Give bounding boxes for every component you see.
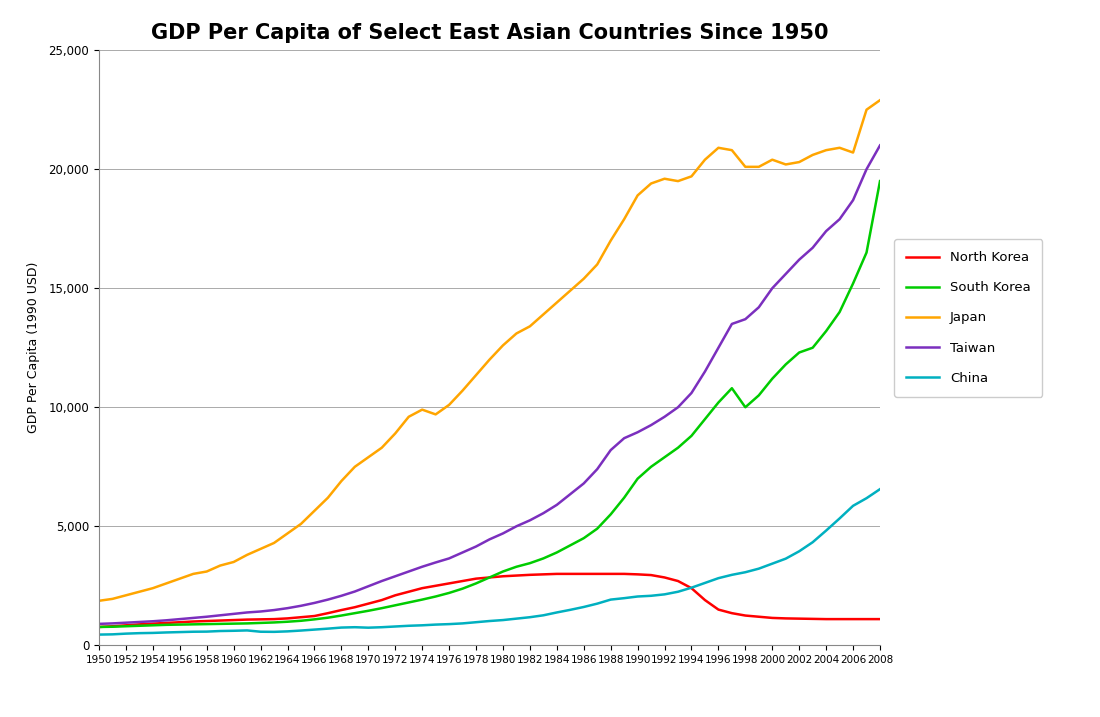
North Korea xyxy=(295,613,308,622)
South Korea xyxy=(213,619,227,628)
Japan xyxy=(496,341,509,350)
Taiwan xyxy=(873,141,887,150)
South Korea xyxy=(92,622,106,631)
China xyxy=(295,626,308,635)
North Korea xyxy=(119,621,132,630)
Line: Japan: Japan xyxy=(99,100,880,601)
South Korea xyxy=(173,620,186,629)
North Korea xyxy=(92,622,106,631)
North Korea xyxy=(671,576,684,585)
Line: China: China xyxy=(99,489,880,635)
Line: Taiwan: Taiwan xyxy=(99,146,880,624)
North Korea xyxy=(173,618,186,627)
Japan xyxy=(873,96,887,105)
Taiwan xyxy=(92,619,106,628)
Taiwan xyxy=(295,602,308,610)
China xyxy=(496,616,509,625)
Taiwan xyxy=(173,614,186,623)
China xyxy=(119,630,132,638)
North Korea xyxy=(496,572,509,581)
North Korea xyxy=(213,616,227,625)
Taiwan xyxy=(496,529,509,538)
Taiwan xyxy=(213,611,227,619)
China xyxy=(92,630,106,639)
South Korea xyxy=(119,622,132,630)
Taiwan xyxy=(119,618,132,627)
Legend: North Korea, South Korea, Japan, Taiwan, China: North Korea, South Korea, Japan, Taiwan,… xyxy=(894,239,1043,397)
China xyxy=(873,485,887,493)
Japan xyxy=(173,574,186,583)
Title: GDP Per Capita of Select East Asian Countries Since 1950: GDP Per Capita of Select East Asian Coun… xyxy=(151,23,828,43)
Line: South Korea: South Korea xyxy=(99,181,880,627)
South Korea xyxy=(658,453,671,462)
North Korea xyxy=(873,614,887,623)
Japan xyxy=(119,591,132,599)
Line: North Korea: North Korea xyxy=(99,574,880,627)
Japan xyxy=(658,174,671,183)
China xyxy=(173,628,186,637)
Japan xyxy=(295,520,308,528)
China xyxy=(213,627,227,635)
South Korea xyxy=(295,617,308,625)
South Korea xyxy=(873,177,887,186)
Y-axis label: GDP Per Capita (1990 USD): GDP Per Capita (1990 USD) xyxy=(28,262,41,434)
South Korea xyxy=(496,567,509,576)
China xyxy=(658,590,671,599)
Taiwan xyxy=(658,412,671,421)
Japan xyxy=(213,561,227,570)
Japan xyxy=(92,597,106,605)
North Korea xyxy=(550,569,563,578)
